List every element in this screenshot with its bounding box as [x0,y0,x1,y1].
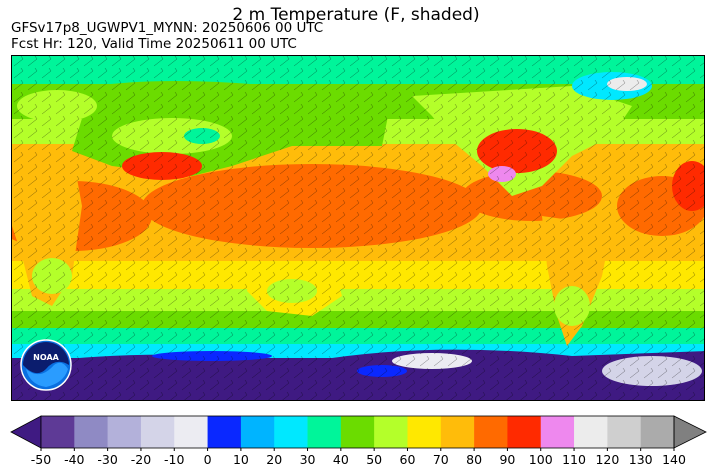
colorbar-swatch [307,416,342,448]
colorbar-swatch [207,416,242,448]
colorbar-tick-label: 20 [266,452,282,467]
colorbar-swatch [640,416,675,448]
wind-barbs-overlay [12,56,704,400]
colorbar-over-arrow [673,415,707,449]
colorbar-swatch [274,416,308,448]
colorbar-tick-label: -50 [31,452,51,467]
temperature-map [11,55,705,401]
colorbar-swatch [374,416,408,448]
noaa-logo-text: NOAA [33,353,59,362]
colorbar-tick-label: 10 [233,452,249,467]
colorbar-swatch [540,416,575,448]
colorbar-tick-label: 100 [529,452,553,467]
colorbar-tick-label: -40 [64,452,84,467]
colorbar-tick-label: 140 [662,452,686,467]
colorbar-swatch [607,416,641,448]
colorbar-tick-label: 70 [433,452,449,467]
model-run-label: GFSv17p8_UGWPV1_MYNN: 20250606 00 UTC [11,20,324,36]
colorbar-tick-label: 50 [366,452,382,467]
colorbar-tick-label: 40 [333,452,349,467]
colorbar-swatch [574,416,608,448]
noaa-logo-icon: NOAA [20,339,72,391]
colorbar-tick-label: -20 [131,452,151,467]
temperature-colorbar: -50 -40 -30 -20 -10 0 10 20 30 40 50 60 70 80 90 100 110… [10,415,707,467]
colorbar-swatch [74,416,108,448]
colorbar-border [40,415,675,449]
colorbar-swatch [140,416,175,448]
colorbar-swatch [41,416,75,448]
colorbar-tick-label: 90 [499,452,515,467]
forecast-valid-label: Fcst Hr: 120, Valid Time 20250611 00 UTC [11,36,297,52]
colorbar-swatch [107,416,142,448]
colorbar-swatch [174,416,208,448]
colorbar-tick-label: 80 [466,452,482,467]
colorbar-swatch [407,416,442,448]
colorbar-swatch [440,416,475,448]
colorbar-tick-label: 120 [595,452,619,467]
colorbar-tick-label: 130 [629,452,653,467]
colorbar-tick-label: 0 [204,452,212,467]
colorbar-under-arrow [10,415,42,449]
colorbar-tick-label: -30 [97,452,117,467]
colorbar-tick-label: 60 [400,452,416,467]
colorbar-swatch [340,416,375,448]
colorbar-swatch [240,416,275,448]
map-title: 2 m Temperature (F, shaded) [232,5,480,25]
colorbar-swatch [507,416,542,448]
map-canvas [12,56,704,400]
colorbar-tick-label: -10 [164,452,184,467]
colorbar-swatch [474,416,508,448]
colorbar-tick-label: 30 [300,452,316,467]
colorbar-tick-label: 110 [562,452,586,467]
